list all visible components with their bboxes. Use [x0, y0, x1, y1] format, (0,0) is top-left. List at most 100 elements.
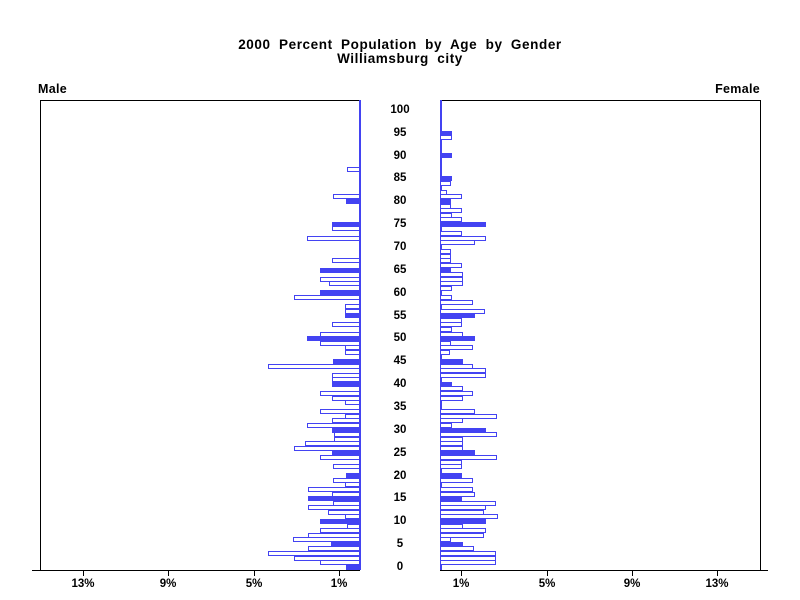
bar-male-age-4: [307, 546, 360, 552]
male-panel-label: Male: [38, 82, 67, 96]
male-tick-5%: [254, 571, 255, 576]
bar-male-age-49: [319, 340, 360, 346]
bar-female-age-65: [440, 267, 452, 273]
bar-female-age-29: [440, 432, 497, 438]
bar-female-age-76: [440, 217, 462, 223]
age-tick-label-15: 15: [393, 492, 407, 505]
chart-subtitle: Williamsburg city: [337, 51, 463, 66]
bar-male-age-25: [332, 450, 360, 456]
male-tick-9%: [168, 571, 169, 576]
bar-female-age-16: [440, 491, 475, 497]
bar-male-age-22: [333, 464, 360, 470]
bar-male-age-3: [267, 551, 360, 556]
age-tick-label-40: 40: [393, 378, 407, 391]
bar-female-age-4: [440, 546, 475, 552]
age-tick-label-60: 60: [393, 286, 407, 299]
bar-female-age-38: [440, 391, 474, 396]
age-tick-label-70: 70: [393, 241, 407, 254]
age-tick-label-50: 50: [393, 332, 407, 345]
female-tick-label-9%: 9%: [623, 578, 641, 590]
bar-male-age-5: [331, 541, 360, 547]
bar-female-age-3: [440, 551, 497, 556]
bar-female-age-26: [440, 445, 464, 451]
bar-female-age-54: [440, 317, 462, 323]
bar-male-age-40: [332, 381, 360, 387]
age-tick-label-25: 25: [393, 446, 407, 459]
bar-female-age-24: [440, 455, 497, 460]
bar-male-age-32: [332, 418, 360, 424]
bar-female-age-27: [440, 441, 464, 447]
bar-male-age-47: [345, 349, 360, 355]
bar-female-age-23: [440, 459, 462, 465]
bar-male-age-44: [267, 363, 360, 369]
bar-female-age-42: [440, 372, 486, 378]
bar-male-age-41: [332, 377, 360, 383]
bar-male-age-87: [347, 167, 360, 172]
age-tick-label-65: 65: [393, 263, 407, 276]
bar-male-age-2: [294, 555, 360, 561]
bar-male-age-7: [308, 532, 360, 538]
bar-female-age-82: [440, 189, 447, 195]
bar-male-age-24: [319, 455, 360, 460]
bar-female-age-78: [440, 208, 462, 214]
bar-male-age-19: [333, 477, 360, 483]
bar-male-age-56: [345, 308, 360, 314]
bar-female-age-6: [440, 537, 452, 543]
bar-male-age-53: [332, 322, 360, 328]
age-tick-label-10: 10: [393, 515, 407, 528]
bar-male-age-31: [306, 423, 361, 428]
bar-female-age-79: [440, 203, 452, 209]
male-tick-label-1%: 1%: [330, 578, 348, 590]
bar-female-age-55: [440, 313, 475, 319]
bar-female-age-25: [440, 450, 475, 456]
bar-male-age-51: [319, 331, 360, 337]
male-tick-label-5%: 5%: [245, 578, 263, 590]
bar-male-age-12: [328, 509, 361, 515]
age-tick-label-20: 20: [393, 469, 407, 482]
bar-male-age-6: [293, 537, 360, 543]
bar-female-age-69: [440, 249, 452, 255]
bar-female-age-66: [440, 263, 462, 268]
age-tick-label-0: 0: [396, 561, 404, 573]
bar-female-age-58: [440, 299, 474, 305]
bar-female-age-14: [440, 500, 496, 506]
bar-female-age-56: [440, 308, 486, 314]
bar-female-age-28: [440, 436, 464, 442]
bar-male-age-15: [307, 496, 360, 502]
bar-female-age-53: [440, 322, 462, 328]
bar-male-age-33: [345, 413, 360, 419]
bar-male-age-42: [332, 372, 360, 378]
bar-female-age-61: [440, 285, 452, 291]
bar-male-age-30: [332, 427, 360, 433]
bar-female-age-59: [440, 295, 452, 300]
bar-male-age-27: [304, 441, 360, 447]
bar-male-age-14: [333, 500, 360, 506]
bar-female-age-64: [440, 272, 463, 278]
female-panel-label: Female: [715, 82, 760, 96]
bar-female-age-11: [440, 514, 498, 520]
bar-male-age-80: [345, 199, 360, 204]
female-tick-label-1%: 1%: [452, 578, 470, 590]
male-zero-axis-line: [359, 100, 361, 570]
age-tick-label-5: 5: [396, 538, 404, 551]
bar-female-age-80: [440, 199, 452, 204]
bar-male-age-8: [320, 528, 360, 534]
bar-female-age-39: [440, 386, 463, 392]
bar-female-age-12: [440, 509, 485, 515]
bar-female-age-49: [440, 340, 452, 346]
bar-female-age-50: [440, 336, 475, 342]
bar-female-age-8: [440, 528, 486, 534]
age-tick-label-75: 75: [393, 218, 407, 231]
bar-male-age-0: [345, 564, 360, 570]
bar-male-age-29: [334, 432, 360, 438]
bar-female-age-7: [440, 532, 485, 538]
bar-female-age-94: [440, 135, 453, 140]
bar-female-age-84: [440, 180, 452, 186]
bar-male-age-74: [332, 226, 360, 232]
bar-male-age-50: [306, 336, 361, 342]
bar-male-age-1: [319, 560, 360, 566]
bar-female-age-44: [440, 363, 474, 369]
bar-female-age-9: [440, 523, 464, 529]
male-tick-label-13%: 13%: [71, 578, 95, 590]
bar-female-age-72: [440, 235, 486, 241]
